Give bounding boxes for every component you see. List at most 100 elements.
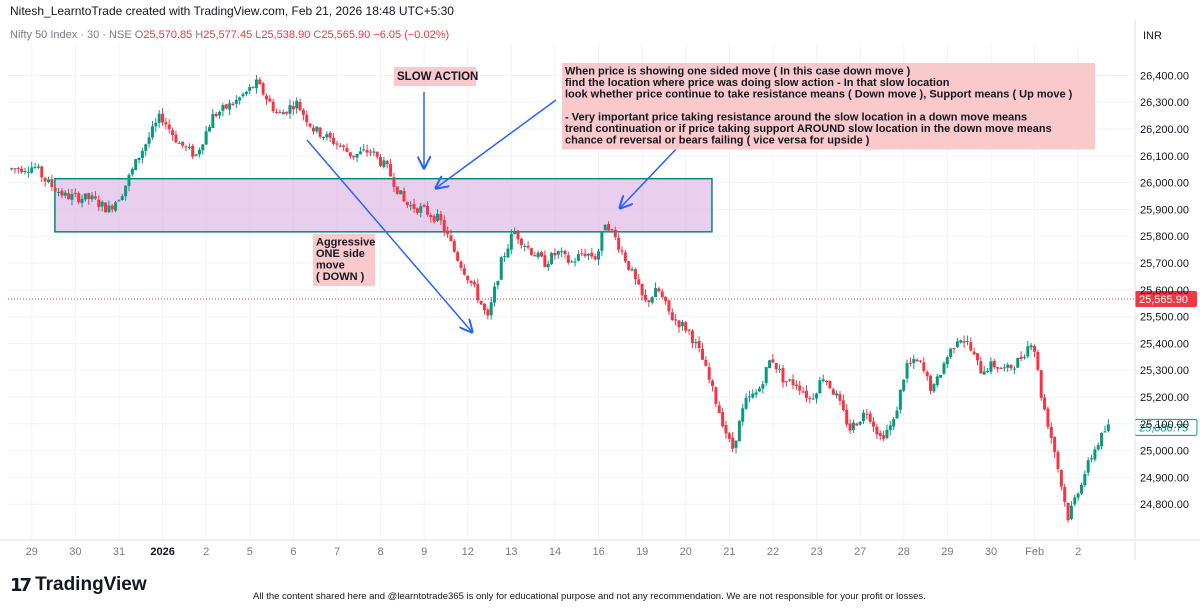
candle-body	[415, 208, 419, 213]
high-value: 25,577.45	[203, 29, 253, 41]
candle-body	[754, 392, 758, 395]
note-box[interactable]	[562, 63, 1095, 150]
note-arrow-right[interactable]	[620, 144, 681, 208]
tradingview-logo[interactable]: 17 TradingView	[10, 574, 147, 596]
candle-body	[150, 126, 154, 138]
note-line: look whether price continue to take resi…	[565, 89, 1073, 101]
candle-body	[201, 144, 205, 151]
candle-body	[332, 137, 336, 144]
candle-body	[355, 153, 359, 158]
down-move-arrow[interactable]	[306, 139, 472, 332]
candle-body	[1083, 473, 1087, 486]
candle-body	[372, 151, 376, 153]
candle-body	[1079, 484, 1083, 494]
last-price-badge	[1135, 290, 1197, 307]
candle-body	[446, 230, 450, 235]
candle-body	[764, 367, 768, 384]
candle-body	[221, 105, 225, 111]
candle-body	[362, 149, 366, 151]
price-tick-label: 25,800.00	[1140, 231, 1189, 243]
candle-body	[986, 370, 990, 372]
candle-body	[157, 113, 161, 123]
time-tick-label: 23	[810, 546, 822, 558]
candle-body	[922, 362, 926, 371]
open-value: 25,570.85	[143, 29, 193, 41]
candle-body	[154, 122, 158, 127]
price-tick-label: 24,800.00	[1140, 499, 1189, 511]
candle-body	[264, 95, 268, 100]
candle-body	[328, 133, 332, 138]
candle-body	[26, 171, 30, 173]
time-tick-label: 20	[680, 546, 692, 558]
price-tick-label: 25,500.00	[1140, 312, 1189, 324]
candle-body	[700, 348, 704, 360]
candle-body	[566, 255, 570, 263]
note-line: find the location where price was doing …	[565, 77, 950, 89]
candle-body	[690, 330, 694, 344]
candle-body	[43, 177, 47, 182]
candle-body	[586, 253, 590, 256]
candle-body	[617, 237, 621, 250]
candle-body	[1033, 345, 1037, 352]
candle-body	[472, 282, 476, 285]
candle-body	[992, 360, 996, 368]
candle-body	[389, 163, 393, 177]
candle-body	[939, 374, 943, 378]
candle-body	[161, 113, 165, 123]
candle-body	[643, 294, 647, 301]
slow-action-zone[interactable]	[54, 177, 713, 233]
candle-body	[479, 300, 483, 305]
candle-body	[36, 166, 40, 168]
time-tick-label: 6	[290, 546, 296, 558]
candle-body	[848, 423, 852, 431]
candle-body	[811, 398, 815, 400]
candle-body	[962, 341, 966, 343]
candle-body	[831, 389, 835, 395]
price-tick-label: 25,400.00	[1140, 338, 1189, 350]
aggressive-line: ( DOWN )	[316, 271, 365, 283]
candle-body	[171, 130, 175, 136]
candle-body	[107, 205, 111, 213]
candle-body	[218, 111, 222, 116]
candle-body	[1046, 408, 1050, 427]
candle-body	[117, 200, 121, 202]
candle-body	[583, 253, 587, 257]
candle-body	[721, 412, 725, 427]
candle-body	[640, 283, 644, 296]
price-tick-label: 26,200.00	[1140, 124, 1189, 136]
candle-body	[784, 381, 788, 383]
candle-body	[694, 341, 698, 344]
candle-body	[623, 252, 627, 262]
tradingview-logo-text: TradingView	[35, 574, 147, 595]
candle-body	[419, 206, 423, 213]
candle-body	[603, 224, 607, 231]
candle-body	[422, 205, 426, 207]
candle-body	[1069, 505, 1073, 520]
candle-body	[1039, 370, 1043, 398]
candle-body	[1049, 427, 1053, 438]
slow-action-box[interactable]	[394, 67, 476, 86]
candle-body	[432, 215, 436, 222]
candle-body	[325, 134, 329, 138]
candle-body	[244, 91, 248, 95]
candle-body	[697, 340, 701, 349]
candle-body	[895, 410, 899, 419]
candle-body	[395, 186, 399, 194]
symbol-label[interactable]: Nifty 50 Index · 30 · NSE	[10, 29, 132, 41]
candle-body	[976, 353, 980, 361]
candle-body	[758, 388, 762, 392]
candle-body	[1076, 493, 1080, 498]
candle-body	[379, 157, 383, 166]
candle-body	[439, 214, 443, 221]
candle-body	[392, 177, 396, 187]
candle-body	[352, 155, 356, 158]
note-arrow-left[interactable]	[436, 99, 557, 188]
candle-body	[311, 127, 315, 132]
candle-body	[338, 145, 342, 147]
candle-body	[130, 168, 134, 175]
aggressive-box[interactable]	[313, 234, 375, 286]
candle-body	[1090, 458, 1094, 460]
candle-body	[137, 157, 141, 161]
time-tick-label: 31	[113, 546, 125, 558]
